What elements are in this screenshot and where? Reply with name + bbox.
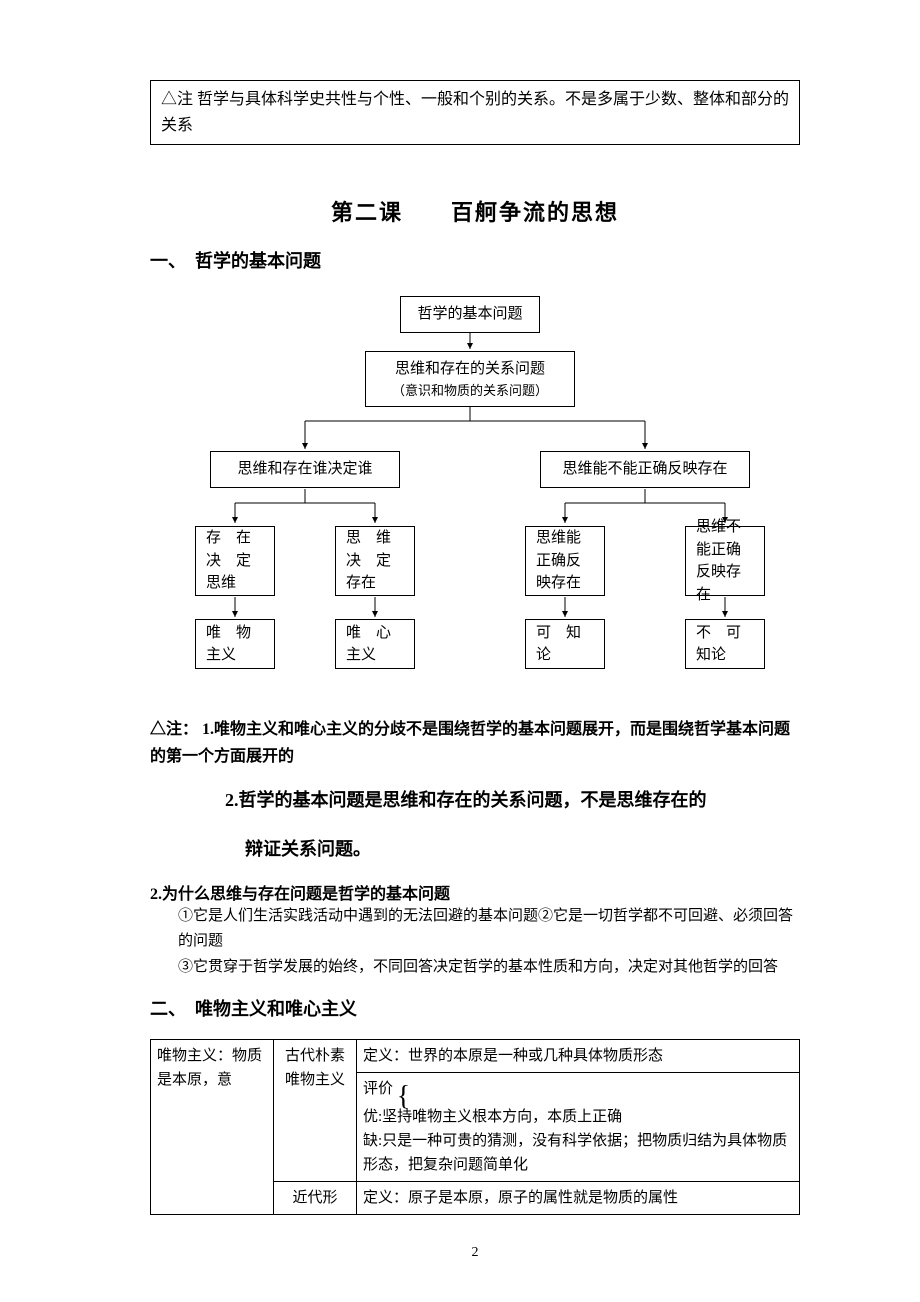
brace-icon: { bbox=[397, 1083, 410, 1111]
flowchart: 哲学的基本问题 思维和存在的关系问题 （意识和物质的关系问题） 思维和存在谁决定… bbox=[150, 291, 800, 701]
section2-heading: 二、 唯物主义和唯心主义 bbox=[150, 995, 800, 1021]
eval-adv: 优:坚持唯物主义根本方向，本质上正确 bbox=[363, 1105, 793, 1129]
annotations-block: △注： 1.唯物主义和唯心主义的分歧不是围绕哲学的基本问题展开，而是围绕哲学基本… bbox=[150, 716, 800, 870]
flow-l5-c-text: 可 知论 bbox=[536, 622, 594, 667]
top-note-text: △注 哲学与具体科学史共性与个性、一般和个别的关系。不是多属于少数、整体和部分的… bbox=[161, 91, 789, 134]
anno-1: 1.唯物主义和唯心主义的分歧不是围绕哲学的基本问题展开，而是围绕哲学基本问题的第… bbox=[150, 721, 790, 765]
table-row: 唯物主义：物质是本原，意 古代朴素唯物主义 定义：世界的本原是一种或几种具体物质… bbox=[151, 1040, 800, 1073]
q2-items: ①它是人们生活实践活动中遇到的无法回避的基本问题②它是一切哲学都不可回避、必须回… bbox=[150, 904, 800, 981]
flow-root: 哲学的基本问题 bbox=[400, 296, 540, 333]
flow-l3-right: 思维能不能正确反映存在 bbox=[540, 451, 750, 488]
flow-l4-d-text: 思维不能正确反映存在 bbox=[696, 516, 754, 606]
lesson-title: 第二课 百舸争流的思想 bbox=[150, 195, 800, 227]
section1-heading: 一、 哲学的基本问题 bbox=[150, 247, 800, 273]
row1-col2: 古代朴素唯物主义 bbox=[274, 1040, 357, 1182]
flow-l5-b: 唯 心主义 bbox=[335, 619, 415, 669]
flow-l5-d: 不 可知论 bbox=[685, 619, 765, 669]
anno-2-line2: 辩证关系问题。 bbox=[245, 830, 800, 870]
eval-content: 优:坚持唯物主义根本方向，本质上正确 缺:只是一种可贵的猜测，没有科学依据；把物… bbox=[363, 1105, 793, 1177]
flow-l3-right-text: 思维能不能正确反映存在 bbox=[562, 458, 727, 481]
flow-l5-b-text: 唯 心主义 bbox=[346, 622, 404, 667]
flow-l4-c-text: 思维能正确反映存在 bbox=[536, 527, 594, 595]
q2-item3: ③它贯穿于哲学发展的始终，不同回答决定哲学的基本性质和方向，决定对其他哲学的回答 bbox=[178, 955, 800, 981]
flow-l4-d: 思维不能正确反映存在 bbox=[685, 526, 765, 596]
flow-l4-c: 思维能正确反映存在 bbox=[525, 526, 605, 596]
row1-def: 定义：世界的本原是一种或几种具体物质形态 bbox=[357, 1040, 800, 1073]
anno-2-line1: 2.哲学的基本问题是思维和存在的关系问题，不是思维存在的 bbox=[225, 781, 800, 821]
flow-level2: 思维和存在的关系问题 （意识和物质的关系问题） bbox=[365, 351, 575, 407]
col1-cell: 唯物主义：物质是本原，意 bbox=[151, 1040, 274, 1215]
flow-root-text: 哲学的基本问题 bbox=[417, 303, 522, 326]
flow-l2-sub: （意识和物质的关系问题） bbox=[392, 381, 548, 401]
eval-dis: 缺:只是一种可贵的猜测，没有科学依据；把物质归结为具体物质形态，把复杂问题简单化 bbox=[363, 1129, 793, 1177]
flow-l5-a-text: 唯 物主义 bbox=[206, 622, 264, 667]
flow-l4-b: 思 维决 定存在 bbox=[335, 526, 415, 596]
flow-l3-left-text: 思维和存在谁决定谁 bbox=[237, 458, 372, 481]
flow-l5-d-text: 不 可知论 bbox=[696, 622, 754, 667]
top-note-box: △注 哲学与具体科学史共性与个性、一般和个别的关系。不是多属于少数、整体和部分的… bbox=[150, 80, 800, 145]
document-page: △注 哲学与具体科学史共性与个性、一般和个别的关系。不是多属于少数、整体和部分的… bbox=[0, 0, 920, 1301]
q2-item1: ①它是人们生活实践活动中遇到的无法回避的基本问题②它是一切哲学都不可回避、必须回… bbox=[178, 904, 800, 955]
flow-l5-a: 唯 物主义 bbox=[195, 619, 275, 669]
flow-l4-a-text: 存 在决 定思维 bbox=[206, 527, 264, 595]
row2-col2: 近代形 bbox=[274, 1182, 357, 1215]
flow-l4-a: 存 在决 定思维 bbox=[195, 526, 275, 596]
anno-prefix: △注： bbox=[150, 721, 198, 738]
q2-title: 2.为什么思维与存在问题是哲学的基本问题 bbox=[150, 880, 800, 904]
flow-l2-main: 思维和存在的关系问题 bbox=[395, 358, 545, 381]
flow-l5-c: 可 知论 bbox=[525, 619, 605, 669]
eval-label: 评价 bbox=[363, 1081, 393, 1097]
flow-l3-left: 思维和存在谁决定谁 bbox=[210, 451, 400, 488]
materialism-table: 唯物主义：物质是本原，意 古代朴素唯物主义 定义：世界的本原是一种或几种具体物质… bbox=[150, 1039, 800, 1215]
flow-l4-b-text: 思 维决 定存在 bbox=[346, 527, 404, 595]
row2-def: 定义：原子是本原，原子的属性就是物质的属性 bbox=[357, 1182, 800, 1215]
row1-eval: 评价 { 优:坚持唯物主义根本方向，本质上正确 缺:只是一种可贵的猜测，没有科学… bbox=[357, 1073, 800, 1182]
page-number: 2 bbox=[150, 1245, 800, 1261]
